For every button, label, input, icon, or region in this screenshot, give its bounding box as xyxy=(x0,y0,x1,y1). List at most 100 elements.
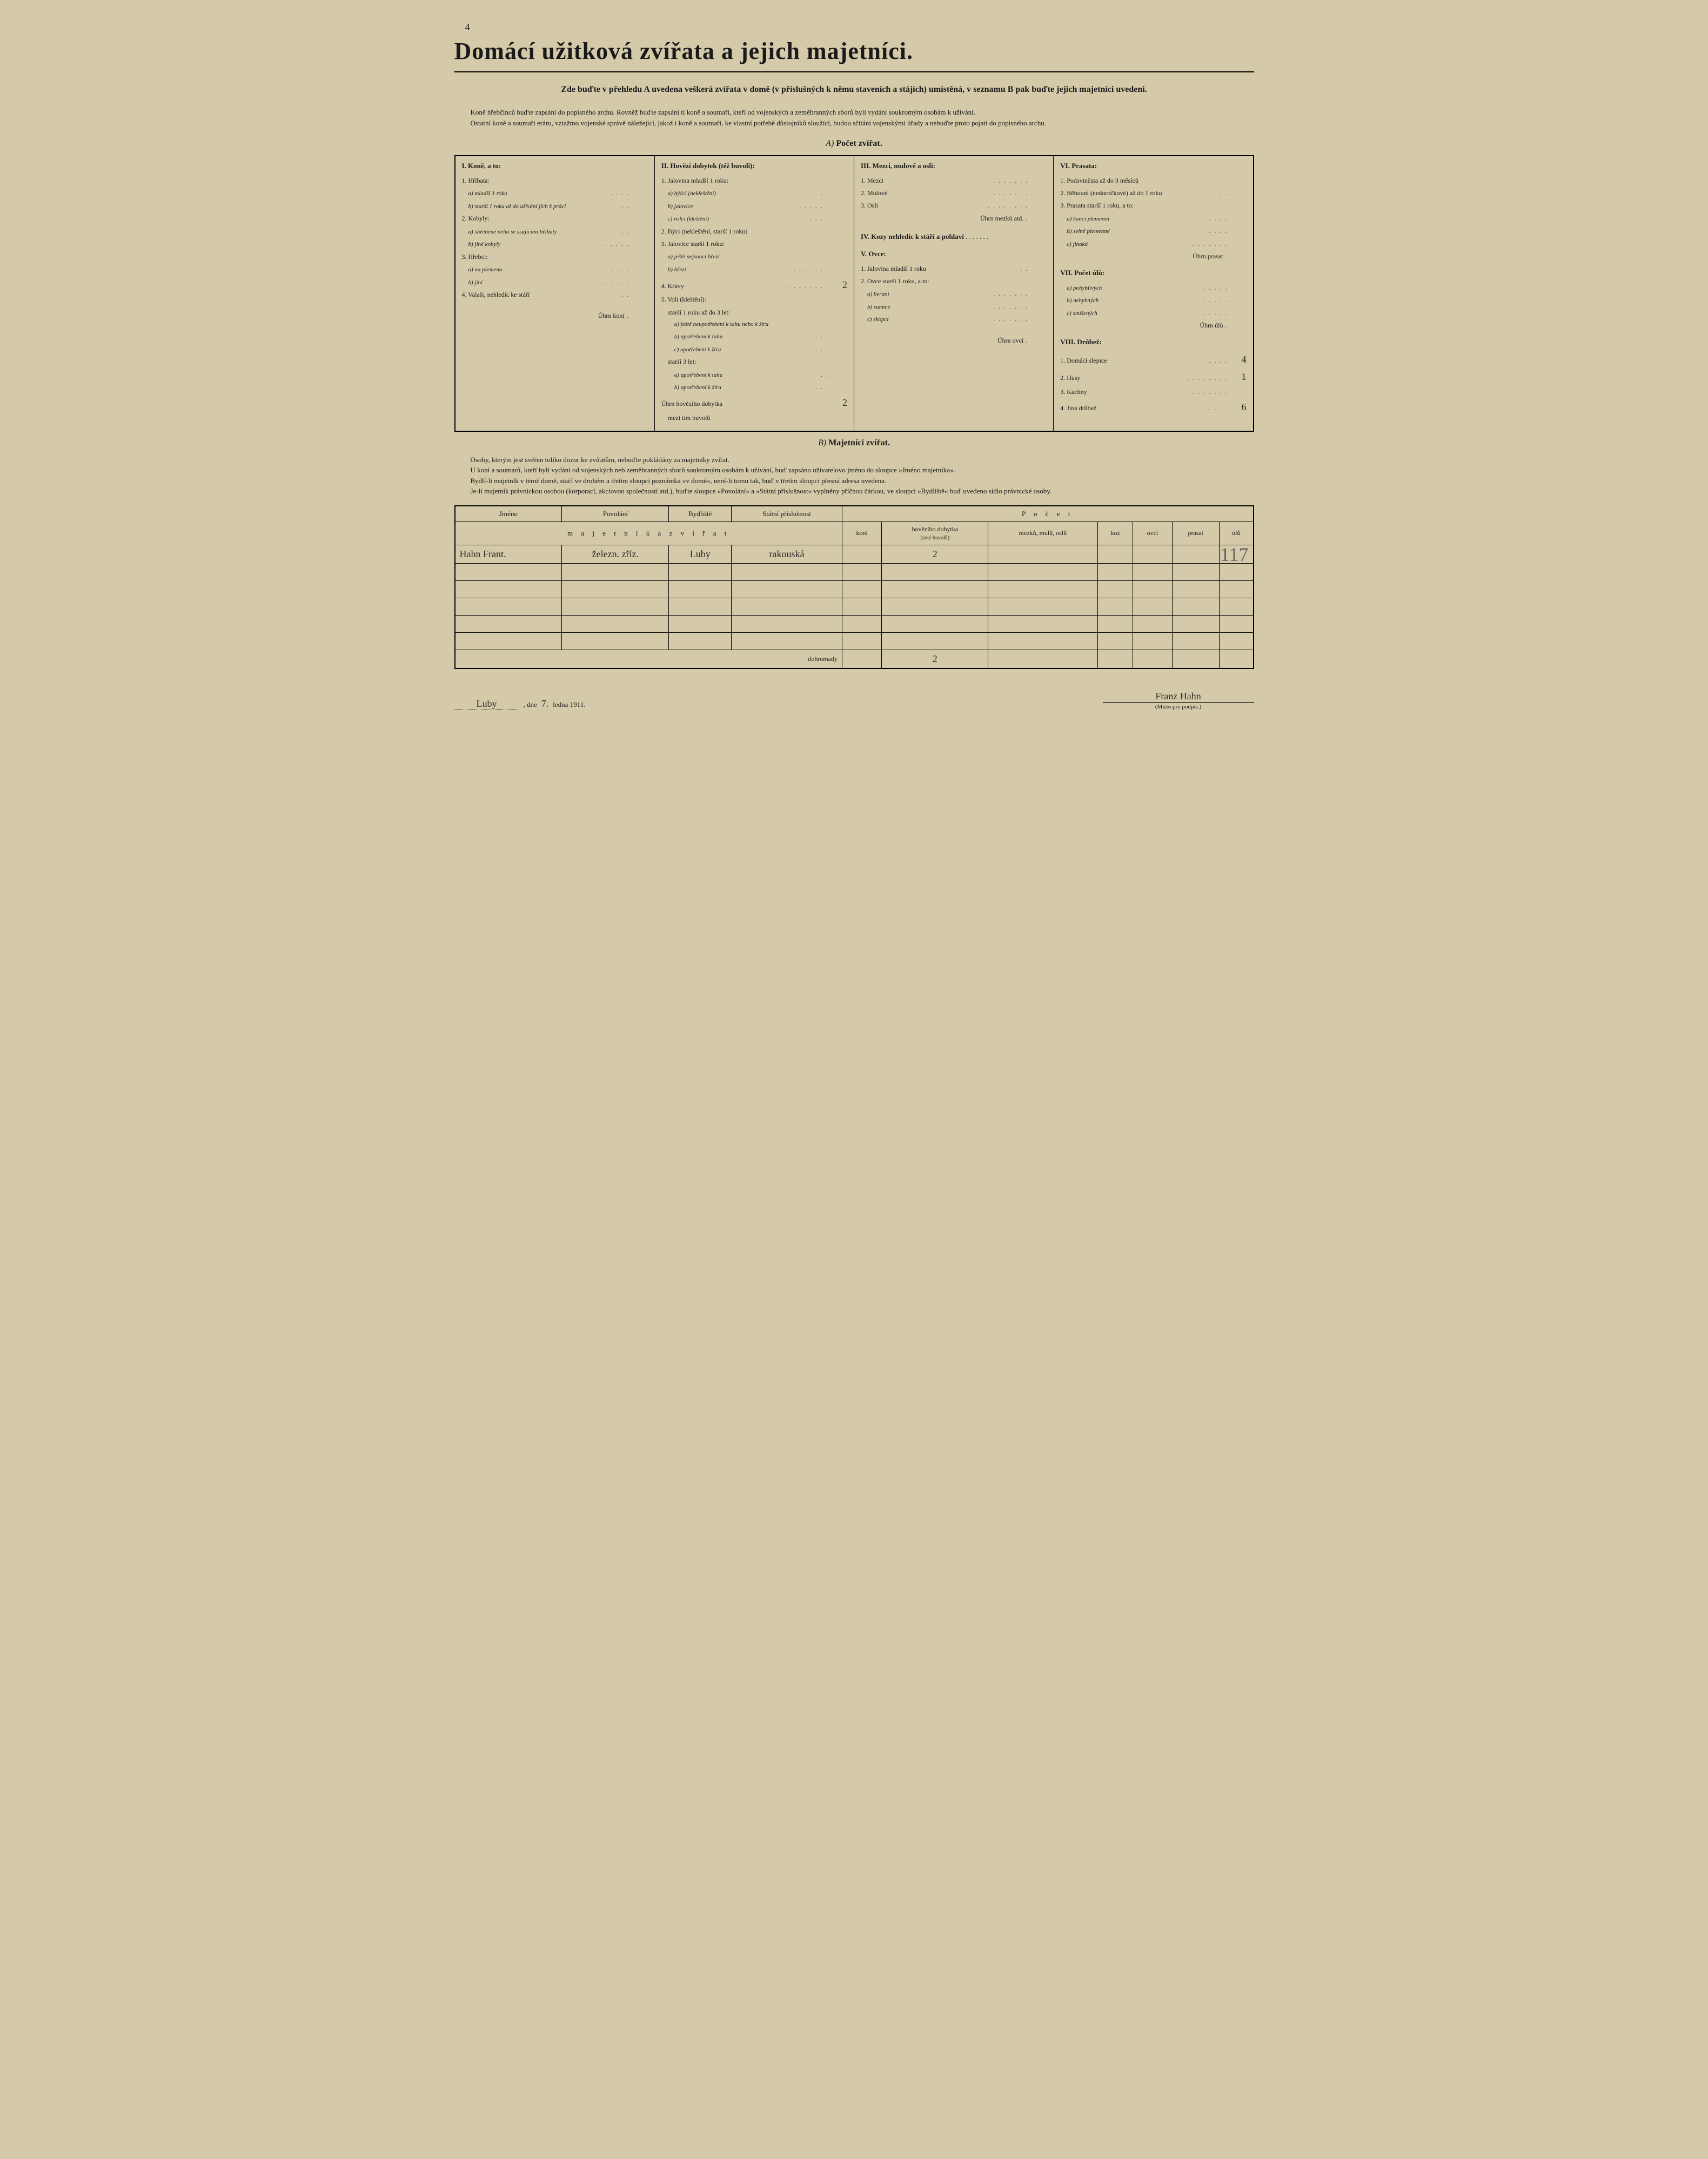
table-row xyxy=(455,632,1254,650)
c2-g3: 3. Jalovice starší 1 roku: xyxy=(661,239,847,249)
c2-g2: 2. Býci (nekleštění, starší 1 roku) xyxy=(661,226,831,237)
th-pocet: P o č e t xyxy=(842,506,1253,522)
r1-hovezi: 2 xyxy=(882,545,988,563)
th-ovci: ovcí xyxy=(1133,522,1172,545)
c1-total: Úhrn koní xyxy=(462,311,625,321)
c1-g4: 4. Valaši, nehledíc ke stáří xyxy=(462,290,619,300)
th-hovezi-sub: (také buvolů) xyxy=(920,535,949,541)
c4-total7: Úhrn úlů xyxy=(1060,320,1223,331)
section-b-heading: B) Majetníci zvířat. xyxy=(454,438,1254,448)
c2-total: Úhrn hovězího dobytka xyxy=(661,399,824,409)
section-a-prefix: A) xyxy=(826,139,834,148)
section-b-text: Osoby, kterým jest svěřen toliko dozor k… xyxy=(454,454,1254,497)
c1-g2b: b) jiné kobyly xyxy=(468,240,603,250)
col2-header: II. Hovězí dobytek (též buvoli): xyxy=(661,162,847,170)
c4-g7b: b) nehybných xyxy=(1067,296,1201,306)
subtitle: Zde buďte v přehledu A uvedena veškerá z… xyxy=(454,83,1254,96)
c3-g5-1: 1. Jalovina mladší 1 roku xyxy=(861,264,1018,274)
th-hovezi: hovězího dobytka (také buvolů) xyxy=(882,522,988,545)
c1-g2a: a) shřebené nebo se ssajícími hříbaty xyxy=(468,228,619,237)
c2-g5d: a) upotřebení k tahu xyxy=(674,371,819,380)
c4-total: Úhrn prasat xyxy=(1060,251,1223,262)
c2-g3a: a) ještě nejsoucí březí xyxy=(668,252,819,262)
col-pigs-hives-poultry: VI. Prasata: 1. Podsvinčata až do 3 měsí… xyxy=(1054,156,1252,431)
th-prasat: prasat xyxy=(1172,522,1219,545)
r1-jmeno: Hahn Frant. xyxy=(455,545,562,563)
margin-note: 117 xyxy=(1220,543,1249,566)
footer-place: Luby xyxy=(454,698,519,710)
th-mezku: mezků, mulů, oslů xyxy=(988,522,1097,545)
c2-g1a: a) býčci (nekleštění) xyxy=(668,189,819,199)
table-row xyxy=(455,580,1254,598)
c1-g1: 1. Hříbata: xyxy=(462,176,648,186)
c3-g5-2: 2. Ovce starší 1 roku, a to: xyxy=(861,276,1047,286)
sb-p3: Bydlí-li majetník v témž domě, stačí ve … xyxy=(454,476,1254,486)
c4-g8-3: 3. Kachny xyxy=(1060,387,1190,397)
c4-g1: 1. Podsvinčata až do 3 měsíců xyxy=(1060,176,1230,186)
col3-header5: V. Ovce: xyxy=(861,250,1047,258)
c3-g2: 2. Mulové xyxy=(861,188,991,198)
col-horses: I. Koně, a to: 1. Hříbata: a) mladší 1 r… xyxy=(456,156,655,431)
signature: Franz Hahn xyxy=(1103,691,1254,703)
r1-statni: rakouská xyxy=(732,545,842,563)
footer-left: Luby , dne 7. ledna 1911. xyxy=(454,698,586,710)
th-statni: Státní příslušnost xyxy=(732,506,842,522)
table-row xyxy=(455,598,1254,615)
col-cattle: II. Hovězí dobytek (též buvoli): 1. Jalo… xyxy=(655,156,854,431)
c2-g1c: c) volci (kleštění) xyxy=(668,215,808,224)
table-row xyxy=(455,563,1254,580)
c3-g1: 1. Mezci xyxy=(861,176,991,186)
intro-p1: Koně hřebčinců buďte zapsáni do popisnéh… xyxy=(454,107,1254,118)
c2-g1: 1. Jalovina mladší 1 roku: xyxy=(661,176,847,186)
c2-total2: mezi tím buvolů xyxy=(668,413,824,423)
c4-g8-2-val: 1 xyxy=(1230,369,1247,385)
c3-g5-2a: a) berani xyxy=(867,290,991,299)
owners-table: Jméno Povolání Bydliště Státní příslušno… xyxy=(454,505,1254,669)
c1-g1b: b) starší 1 roku až do užívání jich k pr… xyxy=(468,202,619,212)
th-ulu: úlů xyxy=(1220,522,1254,545)
c4-g8-2: 2. Husy xyxy=(1060,373,1185,383)
c4-g8-1-val: 4 xyxy=(1230,352,1247,367)
c4-g8-4: 4. Jiná drůbež xyxy=(1060,403,1201,413)
c2-g5e: b) upotřebení k žíru xyxy=(674,383,813,393)
signature-caption: (Místo pro podpis.) xyxy=(1103,704,1254,710)
c1-g3: 3. Hřebci: xyxy=(462,252,648,262)
c3-total: Úhrn mezků atd. xyxy=(861,213,1023,224)
section-a-heading: A) Počet zvířat. xyxy=(454,139,1254,149)
c4-g3b: b) svině plemenné xyxy=(1067,227,1207,237)
footer-right: Franz Hahn (Místo pro podpis.) xyxy=(1103,691,1254,710)
sb-p1: Osoby, kterým jest svěřen toliko dozor k… xyxy=(454,454,1254,465)
c4-g3c: c) jinaká xyxy=(1067,240,1190,250)
c2-g1b: b) jalovice xyxy=(668,202,797,212)
r1-povolani: železn. zříz. xyxy=(562,545,669,563)
c2-g3b: b) březí xyxy=(668,265,792,275)
c3-g5-2b: b) samice xyxy=(867,303,991,312)
c2-total-val: 2 xyxy=(831,395,847,411)
c4-g7a: a) pohyblivých xyxy=(1067,284,1201,293)
footer-date-prefix: , dne xyxy=(524,700,537,709)
th-jmeno: Jméno xyxy=(455,506,562,522)
col3-header: III. Mezci, mulové a osli: xyxy=(861,162,1047,170)
table-row: Hahn Frant. železn. zříz. Luby rakouská … xyxy=(455,545,1254,563)
th-hovezi-main: hovězího dobytka xyxy=(912,525,958,533)
c4-g8-1: 1. Domácí slepice xyxy=(1060,356,1207,366)
c4-g3a: a) kanci plemenní xyxy=(1067,215,1207,224)
section-b-prefix: B) xyxy=(818,438,826,447)
c3-g3: 3. Osli xyxy=(861,200,986,211)
c2-g5: 5. Voli (kleštění): xyxy=(661,295,847,305)
c1-g1a: a) mladší 1 roku xyxy=(468,189,608,199)
col4-header7: VII. Počet úlů: xyxy=(1060,269,1246,277)
col4-header: VI. Prasata: xyxy=(1060,162,1246,170)
c2-g5-sub1: starší 1 roku až do 3 let: xyxy=(668,308,847,318)
c4-g7c: c) smíšených xyxy=(1067,309,1201,319)
th-koni: koní xyxy=(842,522,881,545)
c4-g8-4-val: 6 xyxy=(1230,399,1247,415)
c2-g5c: c) upotřebení k žíru xyxy=(674,345,813,355)
footer-date-day: 7. xyxy=(541,698,549,710)
c1-g3b: b) jiní xyxy=(468,278,592,288)
intro-text: Koně hřebčinců buďte zapsáni do popisnéh… xyxy=(454,107,1254,128)
col1-header: I. Koně, a to: xyxy=(462,162,648,170)
section-a-title: Počet zvířat. xyxy=(836,139,882,148)
page-number: 4 xyxy=(454,22,1254,33)
section-b-title: Majetníci zvířat. xyxy=(828,438,890,447)
